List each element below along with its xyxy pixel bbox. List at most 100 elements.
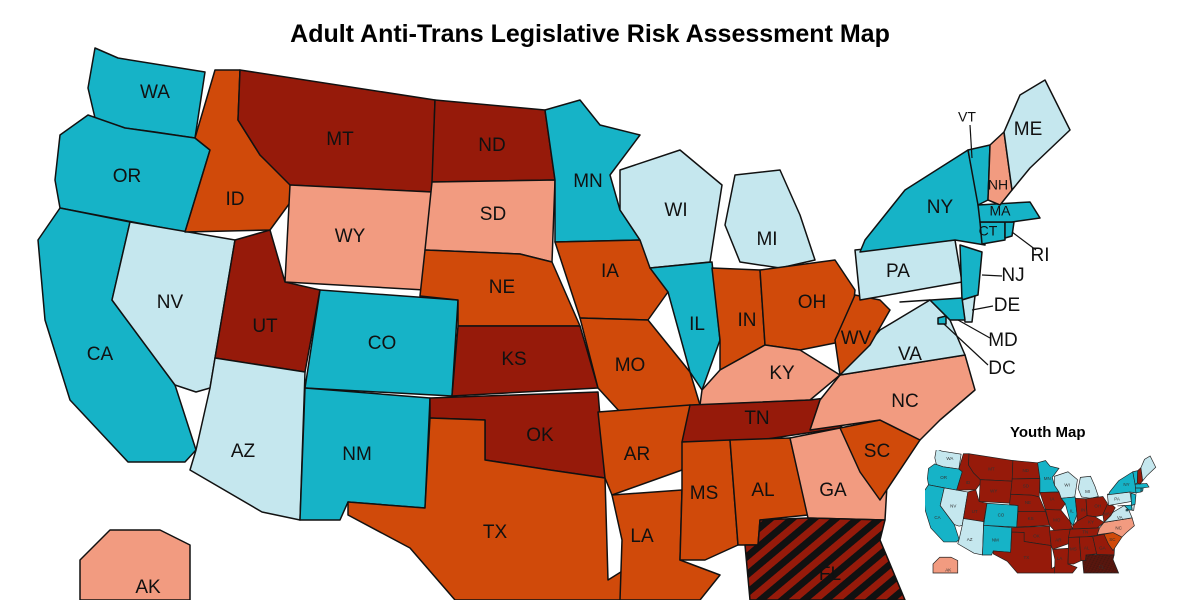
state-wv bbox=[834, 294, 891, 376]
label-in: IN bbox=[738, 310, 757, 331]
label-nd: ND bbox=[478, 135, 505, 156]
label-ms: MS bbox=[690, 483, 719, 504]
youth-label-co: CO bbox=[998, 513, 1005, 518]
leader-line-md bbox=[957, 319, 991, 339]
label-ri: RI bbox=[1031, 245, 1050, 266]
youth-state-dc bbox=[1125, 508, 1129, 512]
label-vt: VT bbox=[958, 109, 976, 125]
youth-state-mn bbox=[1037, 460, 1060, 493]
leader-line-dc bbox=[943, 323, 989, 366]
youth-map-states: WA OR CA NV ID MT WY UT AZ CO NM ND SD NE KS OK TX MN IA MO… bbox=[925, 450, 1157, 574]
youth-state-fl bbox=[1082, 554, 1120, 574]
label-co: CO bbox=[368, 333, 397, 354]
youth-state-ma bbox=[1134, 483, 1150, 489]
youth-label-ny: NY bbox=[1123, 482, 1129, 487]
label-mi: MI bbox=[756, 229, 777, 250]
label-wy: WY bbox=[335, 226, 366, 247]
label-la: LA bbox=[630, 526, 654, 547]
youth-state-mi bbox=[1077, 475, 1099, 499]
label-az: AZ bbox=[231, 441, 256, 462]
youth-label-mi: MI bbox=[1085, 489, 1090, 494]
youth-state-md bbox=[1117, 504, 1133, 511]
youth-state-az bbox=[957, 518, 984, 556]
leader-line-ri bbox=[1011, 231, 1037, 251]
label-nm: NM bbox=[342, 444, 372, 465]
state-ak bbox=[79, 529, 191, 600]
youth-label-in: IN bbox=[1081, 507, 1086, 512]
state-mi bbox=[724, 169, 816, 269]
leader-line-de bbox=[971, 305, 994, 311]
youth-label-or: OR bbox=[940, 475, 948, 480]
state-tx bbox=[347, 417, 641, 600]
label-sd: SD bbox=[480, 204, 506, 225]
page-title: Adult Anti-Trans Legislative Risk Assess… bbox=[290, 20, 890, 48]
youth-label-az: AZ bbox=[967, 537, 973, 542]
youth-label-sc: SC bbox=[1109, 537, 1116, 542]
youth-state-nc bbox=[1096, 517, 1135, 538]
youth-label-ut: UT bbox=[972, 509, 978, 514]
youth-label-ky: KY bbox=[1088, 519, 1094, 524]
label-pa: PA bbox=[886, 261, 910, 282]
label-md: MD bbox=[988, 330, 1018, 351]
label-tx: TX bbox=[483, 522, 508, 543]
label-il: IL bbox=[689, 314, 705, 335]
youth-label-va: VA bbox=[1117, 515, 1123, 520]
youth-state-ny bbox=[1107, 471, 1138, 496]
label-mo: MO bbox=[615, 355, 646, 376]
youth-label-fl: FL bbox=[1099, 565, 1105, 570]
youth-label-mo: MO bbox=[1053, 518, 1061, 523]
youth-label-sd: SD bbox=[1023, 484, 1030, 489]
youth-state-ia bbox=[1039, 491, 1066, 511]
label-ks: KS bbox=[501, 349, 526, 370]
youth-label-mn: MN bbox=[1044, 476, 1051, 481]
youth-map-title: Youth Map bbox=[1010, 424, 1086, 441]
label-nc: NC bbox=[891, 391, 918, 412]
leader-line-vt bbox=[969, 124, 973, 159]
youth-label-la: LA bbox=[1057, 556, 1063, 561]
youth-state-me bbox=[1140, 455, 1157, 482]
youth-label-pa: PA bbox=[1114, 496, 1120, 501]
youth-state-ct bbox=[1135, 487, 1142, 494]
label-nv: NV bbox=[157, 292, 184, 313]
label-me: ME bbox=[1014, 119, 1043, 140]
state-md bbox=[899, 297, 966, 321]
youth-label-nc: NC bbox=[1115, 526, 1122, 531]
youth-state-tx bbox=[992, 531, 1060, 574]
youth-state-ri bbox=[1140, 487, 1144, 492]
label-wv: WV bbox=[841, 328, 872, 349]
state-az bbox=[189, 357, 306, 521]
youth-label-tx: TX bbox=[1023, 555, 1029, 560]
youth-state-ak bbox=[932, 556, 959, 574]
label-fl: FL bbox=[819, 564, 841, 585]
label-ky: KY bbox=[769, 363, 795, 384]
label-wi: WI bbox=[664, 200, 687, 221]
youth-label-oh: OH bbox=[1094, 503, 1101, 508]
label-dc: DC bbox=[988, 358, 1015, 379]
state-me bbox=[1003, 79, 1071, 191]
label-ut: UT bbox=[252, 316, 278, 337]
youth-label-wi: WI bbox=[1064, 483, 1070, 488]
label-ok: OK bbox=[526, 425, 554, 446]
youth-label-wa: WA bbox=[946, 456, 953, 461]
youth-label-ms: MS bbox=[1070, 546, 1077, 551]
youth-label-ga: GA bbox=[1099, 546, 1106, 551]
label-ia: IA bbox=[601, 261, 619, 282]
label-oh: OH bbox=[798, 292, 827, 313]
label-ny: NY bbox=[927, 197, 954, 218]
state-ri bbox=[1004, 221, 1015, 239]
label-tn: TN bbox=[744, 408, 769, 429]
label-mn: MN bbox=[573, 171, 603, 192]
label-id: ID bbox=[226, 189, 245, 210]
state-nj bbox=[959, 244, 983, 301]
label-ca: CA bbox=[87, 344, 114, 365]
label-ma: MA bbox=[990, 203, 1012, 219]
youth-label-ks: KS bbox=[1028, 516, 1034, 521]
state-mn bbox=[544, 99, 641, 243]
youth-label-nd: ND bbox=[1022, 468, 1029, 473]
youth-state-wv bbox=[1102, 503, 1116, 524]
label-ct: CT bbox=[979, 223, 998, 239]
youth-label-ia: IA bbox=[1050, 496, 1054, 501]
youth-label-id: ID bbox=[966, 480, 971, 485]
state-nc bbox=[809, 354, 976, 441]
